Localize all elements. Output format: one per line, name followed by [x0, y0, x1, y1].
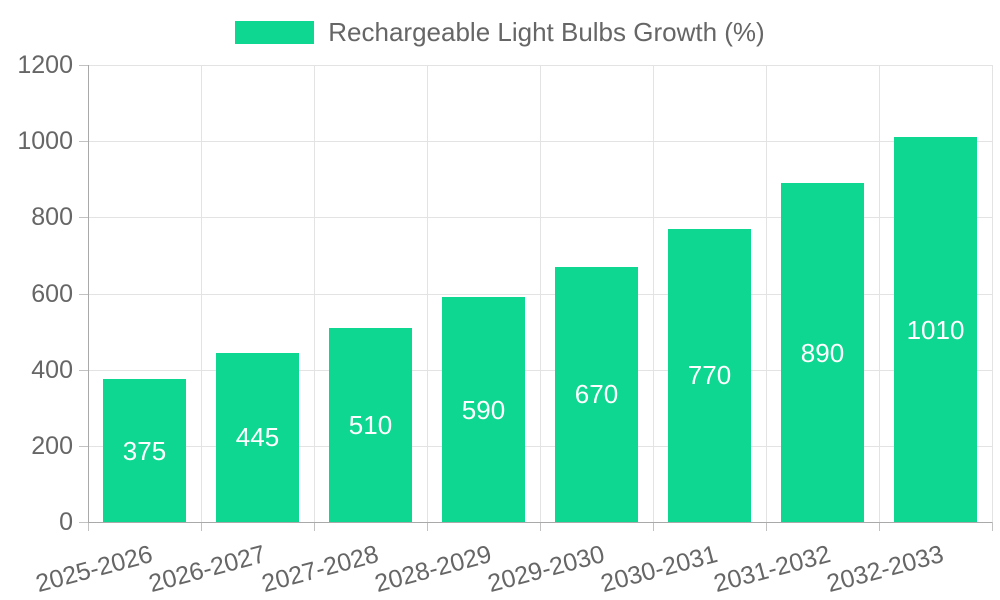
- x-tick-mark: [201, 522, 202, 531]
- y-tick-label: 1200: [17, 51, 73, 79]
- y-tick-mark: [79, 446, 88, 447]
- x-tick-label: 2026-2027: [146, 540, 269, 599]
- y-tick-label: 400: [31, 356, 73, 384]
- bar-2025-2026[interactable]: [103, 379, 186, 522]
- y-tick-mark: [79, 370, 88, 371]
- y-tick-mark: [79, 294, 88, 295]
- legend-swatch: [235, 20, 315, 44]
- x-tick-label: 2030-2031: [598, 540, 721, 599]
- bar-2026-2027[interactable]: [216, 353, 299, 522]
- bar-2032-2033[interactable]: [894, 137, 977, 522]
- x-gridline: [766, 65, 767, 522]
- x-tick-mark: [766, 522, 767, 531]
- bar-2030-2031[interactable]: [668, 229, 751, 522]
- x-gridline: [992, 65, 993, 522]
- legend[interactable]: Rechargeable Light Bulbs Growth (%): [0, 17, 1000, 47]
- y-axis-line: [88, 65, 89, 523]
- x-tick-mark: [540, 522, 541, 531]
- x-gridline: [879, 65, 880, 522]
- bar-2031-2032[interactable]: [781, 183, 864, 522]
- y-tick-mark: [79, 65, 88, 66]
- y-tick-mark: [79, 522, 88, 523]
- y-tick-label: 800: [31, 203, 73, 231]
- y-tick-label: 1000: [17, 127, 73, 155]
- x-tick-mark: [879, 522, 880, 531]
- x-tick-mark: [314, 522, 315, 531]
- x-gridline: [427, 65, 428, 522]
- x-gridline: [653, 65, 654, 522]
- bar-2028-2029[interactable]: [442, 297, 525, 522]
- x-tick-label: 2032-2033: [824, 540, 947, 599]
- x-gridline: [540, 65, 541, 522]
- x-axis-line: [88, 522, 992, 523]
- y-tick-label: 0: [59, 508, 73, 536]
- bar-2027-2028[interactable]: [329, 328, 412, 522]
- x-gridline: [314, 65, 315, 522]
- bar-2029-2030[interactable]: [555, 267, 638, 522]
- y-tick-mark: [79, 217, 88, 218]
- x-tick-mark: [992, 522, 993, 531]
- x-tick-mark: [653, 522, 654, 531]
- x-tick-label: 2025-2026: [33, 540, 156, 599]
- x-tick-mark: [427, 522, 428, 531]
- x-tick-mark: [88, 522, 89, 531]
- legend-label: Rechargeable Light Bulbs Growth (%): [328, 16, 765, 47]
- x-tick-label: 2029-2030: [485, 540, 608, 599]
- x-gridline: [201, 65, 202, 522]
- y-tick-label: 600: [31, 280, 73, 308]
- x-tick-label: 2031-2032: [711, 540, 834, 599]
- x-tick-label: 2027-2028: [259, 540, 382, 599]
- y-tick-mark: [79, 141, 88, 142]
- x-tick-label: 2028-2029: [372, 540, 495, 599]
- y-tick-label: 200: [31, 432, 73, 460]
